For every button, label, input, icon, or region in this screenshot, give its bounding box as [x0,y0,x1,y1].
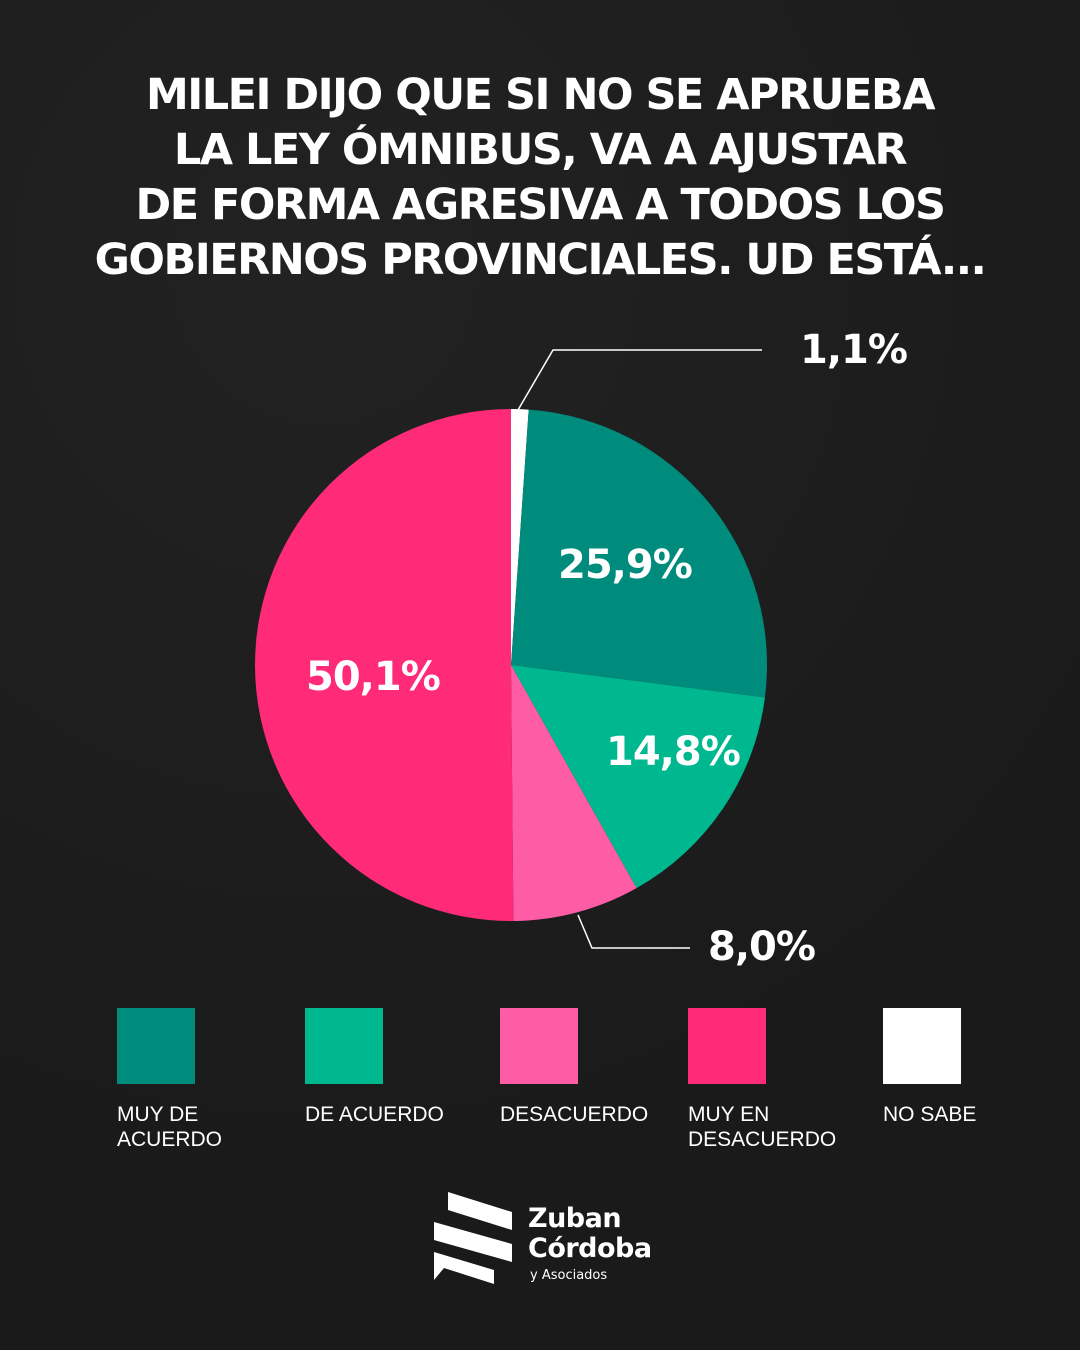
logo-name-line2: Córdoba [528,1233,652,1264]
title-line: DE FORMA AGRESIVA A TODOS LOS [135,180,946,230]
data-label: 8,0% [708,924,815,970]
chart-title: MILEI DIJO QUE SI NO SE APRUEBA LA LEY Ó… [40,68,1040,288]
legend-swatch [688,1008,766,1084]
data-label: 25,9% [558,542,692,588]
legend-item: NO SABE [883,1008,1053,1127]
leader-line [517,349,762,411]
zuban-cordoba-logo-icon [434,1192,512,1284]
data-label: 50,1% [306,654,440,700]
data-label: 14,8% [606,729,740,775]
legend-item: MUY EN DESACUERDO [688,1008,858,1152]
legend-swatch [500,1008,578,1084]
data-label: 1,1% [800,327,907,373]
legend-label: DESACUERDO [500,1103,649,1126]
title-line: LA LEY ÓMNIBUS, VA A AJUSTAR [173,125,908,175]
legend-label: NO SABE [883,1103,977,1126]
pie-slice-desacuerdo [511,665,637,921]
logo-name-line1: Zuban [528,1203,622,1234]
legend-item: MUY DE ACUERDO [117,1008,287,1152]
pie-slice-de-acuerdo [511,665,765,889]
legend-label: MUY EN DESACUERDO [688,1103,837,1151]
title-line: MILEI DIJO QUE SI NO SE APRUEBA [145,70,936,120]
logo-name: Zuban Córdoba [528,1204,652,1264]
title-line: GOBIERNOS PROVINCIALES. UD ESTÁ... [94,235,987,285]
legend-item: DESACUERDO [500,1008,670,1127]
logo-subtitle: y Asociados [530,1268,608,1283]
legend-swatch [883,1008,961,1084]
legend-label: DE ACUERDO [305,1103,444,1126]
pie-slice-muy-en-desacuerdo [254,409,514,921]
pie-slice-no-sabe [511,409,529,665]
legend-label: MUY DE ACUERDO [117,1103,223,1151]
legend-swatch [305,1008,383,1084]
pie-chart: 1,1% 25,9% 14,8% 8,0% 50,1% [254,327,908,970]
legend-swatch [117,1008,195,1084]
legend-item: DE ACUERDO [305,1008,475,1127]
pie-slice-muy-de-acuerdo [511,409,768,698]
leader-line [577,914,690,949]
